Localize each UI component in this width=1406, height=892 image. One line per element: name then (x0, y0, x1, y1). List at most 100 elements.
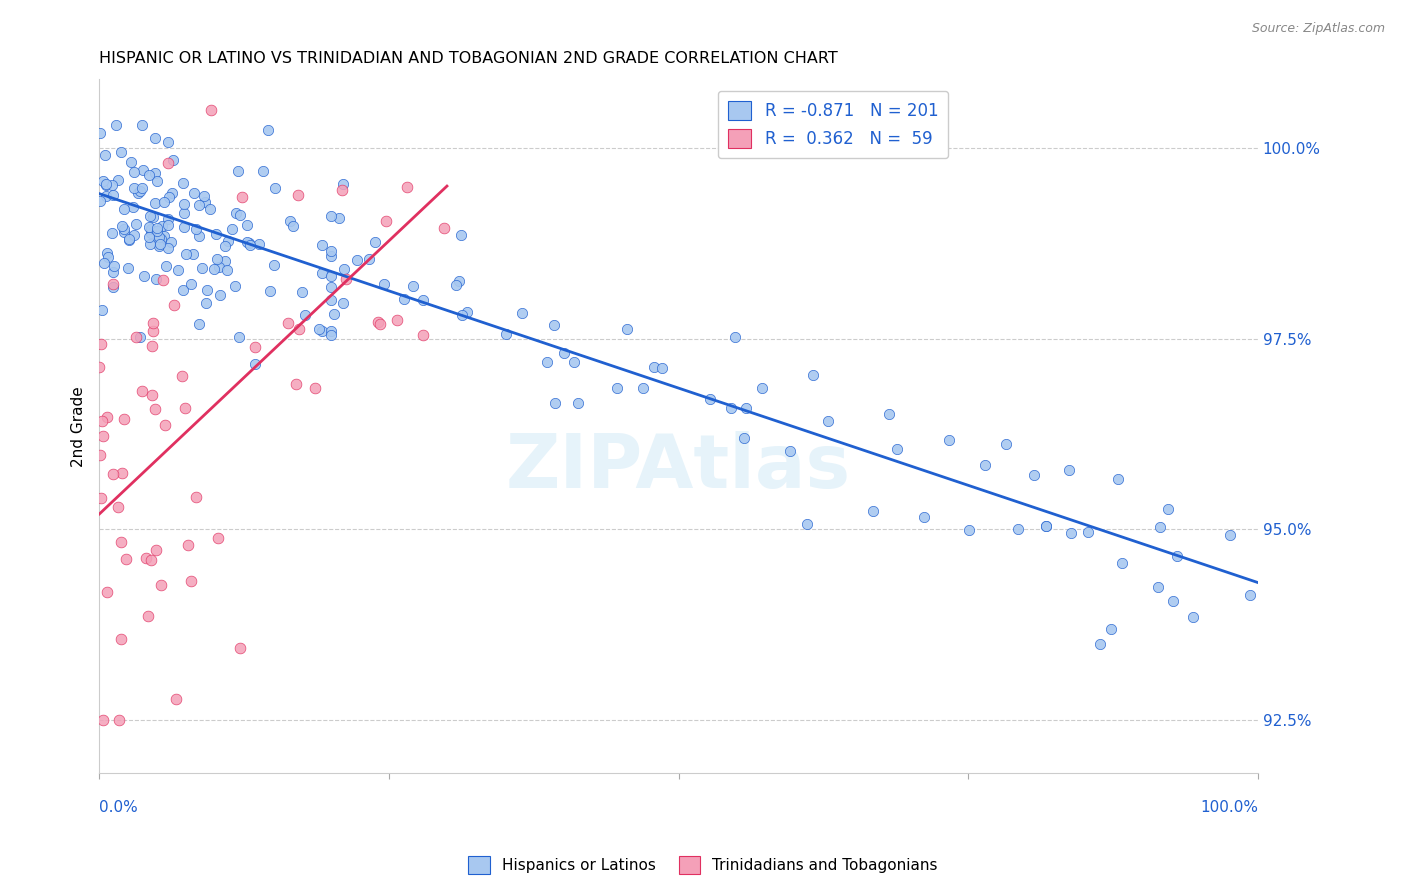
Point (412, 293, 434, 307)
Point (224, 279, 246, 293)
Point (118, 233, 141, 247)
Point (1060, 525, 1083, 540)
Point (131, 180, 153, 194)
Point (188, 228, 211, 243)
Text: 0.0%: 0.0% (100, 800, 138, 814)
Point (181, 247, 204, 261)
Point (221, 221, 243, 235)
Point (110, 535, 132, 549)
Point (886, 442, 908, 456)
Point (308, 322, 330, 336)
Point (183, 186, 205, 200)
Point (567, 396, 589, 410)
Point (1181, 610, 1204, 624)
Point (138, 219, 160, 234)
Point (143, 131, 166, 145)
Point (96, 177, 118, 191)
Point (217, 263, 239, 277)
Point (110, 145, 132, 159)
Point (536, 355, 558, 369)
Point (1149, 520, 1171, 534)
Point (311, 237, 333, 252)
Point (148, 237, 170, 252)
Point (322, 307, 344, 321)
Point (257, 123, 280, 137)
Point (146, 221, 169, 235)
Point (124, 165, 146, 179)
Point (205, 227, 228, 242)
Point (796, 516, 818, 531)
Point (186, 222, 208, 236)
Point (172, 284, 194, 298)
Point (143, 401, 166, 416)
Point (1111, 556, 1133, 570)
Point (817, 414, 839, 428)
Point (101, 265, 124, 279)
Point (311, 324, 333, 338)
Point (105, 118, 128, 132)
Point (287, 322, 309, 336)
Point (862, 504, 884, 518)
Point (174, 246, 197, 260)
Point (385, 313, 408, 327)
Point (311, 266, 333, 280)
Point (285, 377, 308, 392)
Point (294, 308, 316, 322)
Point (277, 316, 299, 330)
Point (115, 552, 138, 566)
Point (396, 180, 419, 194)
Point (321, 268, 343, 283)
Point (176, 538, 198, 552)
Point (333, 262, 356, 277)
Point (150, 219, 173, 233)
Point (96, 584, 118, 599)
Point (938, 433, 960, 447)
Point (157, 219, 180, 233)
Point (180, 277, 202, 292)
Point (90, 303, 112, 318)
Point (1166, 549, 1188, 563)
Point (101, 226, 124, 240)
Point (145, 542, 167, 557)
Point (643, 359, 665, 374)
Point (226, 163, 249, 178)
Point (510, 306, 533, 320)
Point (553, 346, 575, 360)
Point (139, 209, 162, 223)
Point (402, 279, 425, 293)
Point (198, 202, 221, 216)
Point (91, 174, 114, 188)
Point (194, 296, 217, 310)
Point (724, 329, 747, 343)
Point (973, 458, 995, 472)
Point (245, 340, 267, 354)
Point (801, 368, 824, 382)
Point (1157, 502, 1180, 516)
Point (108, 713, 131, 727)
Point (111, 219, 134, 234)
Point (1007, 522, 1029, 536)
Point (364, 235, 387, 249)
Point (141, 339, 163, 353)
Point (91, 414, 114, 428)
Point (101, 187, 124, 202)
Point (412, 328, 434, 343)
Text: 100.0%: 100.0% (1199, 800, 1258, 814)
Point (142, 316, 165, 330)
Point (139, 553, 162, 567)
Point (156, 241, 179, 255)
Point (127, 186, 149, 200)
Point (209, 288, 232, 302)
Point (107, 173, 129, 187)
Point (263, 259, 285, 273)
Point (252, 164, 274, 178)
Point (1035, 519, 1057, 533)
Point (89, 448, 111, 462)
Point (118, 231, 141, 245)
Point (121, 200, 143, 214)
Point (495, 327, 517, 342)
Point (145, 272, 167, 286)
Point (146, 174, 169, 188)
Point (150, 232, 173, 246)
Point (304, 381, 326, 395)
